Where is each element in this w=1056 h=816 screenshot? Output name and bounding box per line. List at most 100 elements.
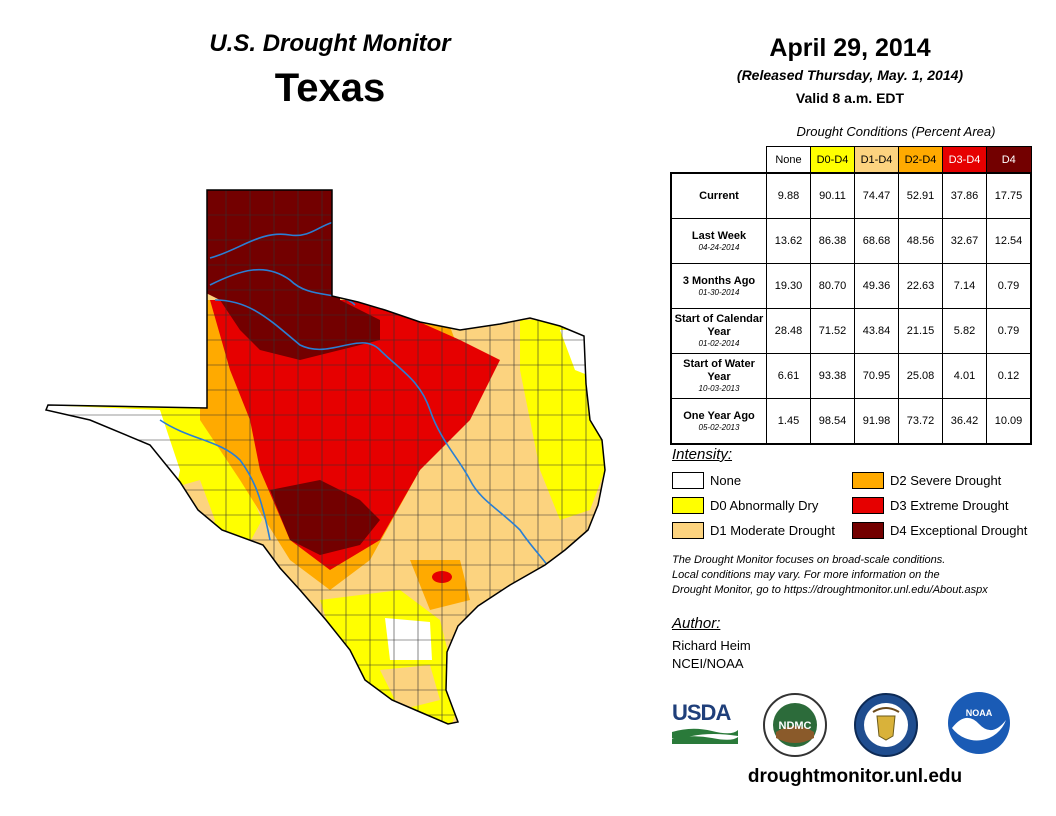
table-cell: 1.45 (766, 398, 811, 445)
table-row: Current 9.88 90.11 74.47 52.91 37.86 17.75 (670, 172, 1032, 219)
row-label: Last Week 04-24-2014 (670, 218, 767, 264)
table-cell: 71.52 (810, 308, 855, 354)
table-corner (671, 147, 767, 174)
footer-url-link[interactable]: droughtmonitor.unl.edu (747, 766, 963, 787)
row-date: 01-30-2014 (698, 287, 740, 297)
table-cell: 19.30 (766, 263, 811, 309)
legend-column-left: None D0 Abnormally Dry D1 Moderate Droug… (672, 469, 852, 541)
legend-swatch-d3 (852, 496, 884, 514)
legend-swatch-none (672, 471, 704, 489)
table-cell: 73.72 (898, 398, 943, 445)
d4-area-edwards (270, 480, 380, 555)
table-cell: 6.61 (766, 353, 811, 399)
d2-area-coastal (410, 560, 470, 610)
table-cell: 91.98 (854, 398, 899, 445)
table-cell: 4.01 (942, 353, 987, 399)
table-cell: 74.47 (854, 172, 899, 219)
table-cell: 48.56 (898, 218, 943, 264)
author-title: Author: (672, 615, 721, 632)
table-cell: 21.15 (898, 308, 943, 354)
map-supertitle: U.S. Drought Monitor (209, 30, 451, 57)
table-cell: 49.36 (854, 263, 899, 309)
table-cell: 7.14 (942, 263, 987, 309)
texas-drought-map (44, 189, 606, 725)
author-name: Richard Heim (672, 638, 751, 653)
row-label: One Year Ago 05-02-2013 (670, 398, 767, 445)
table-cell: 37.86 (942, 172, 987, 219)
table-body: Current 9.88 90.11 74.47 52.91 37.86 17.75 Last… (670, 172, 1032, 445)
table-row: 3 Months Ago 01-30-2014 19.30 80.70 49.36 22.… (670, 263, 1032, 309)
drought-conditions-table: None D0-D4 D1-D4 D2-D4 D3-D4 D4 Current 9… (670, 146, 1032, 445)
region-title: Texas (274, 66, 386, 110)
table-cell: 68.68 (854, 218, 899, 264)
table-row: Start of Water Year 10-03-2013 6.61 93.38 70… (670, 353, 1032, 399)
rivers (159, 221, 549, 567)
table-cell: 86.38 (810, 218, 855, 264)
row-label: 3 Months Ago 01-30-2014 (670, 263, 767, 309)
table-row: One Year Ago 05-02-2013 1.45 98.54 91.98 73.7… (670, 398, 1032, 445)
table-cell: 25.08 (898, 353, 943, 399)
d1-area-valley (380, 665, 440, 710)
row-date: 01-02-2014 (698, 339, 740, 348)
col-header-d2-d4: D2-D4 (898, 146, 943, 174)
row-date: 05-02-2013 (698, 422, 740, 432)
author-info: Richard Heim NCEI/NOAA (672, 637, 751, 673)
col-header-d0-d4: D0-D4 (810, 146, 855, 174)
legend-column-right: D2 Severe Drought D3 Extreme Drought D4 … (852, 469, 1042, 541)
table-cell: 0.79 (986, 308, 1032, 354)
legend-swatch-d4 (852, 521, 884, 539)
table-cell: 43.84 (854, 308, 899, 354)
legend-item-d3: D3 Extreme Drought (852, 494, 1042, 516)
table-cell: 93.38 (810, 353, 855, 399)
map-date: April 29, 2014 (769, 34, 931, 62)
legend-item-d4: D4 Exceptional Drought (852, 519, 1042, 541)
col-header-d1-d4: D1-D4 (854, 146, 899, 174)
none-area-south (385, 618, 432, 660)
table-cell: 98.54 (810, 398, 855, 445)
table-cell: 80.70 (810, 263, 855, 309)
svg-text:NOAA: NOAA (966, 708, 993, 718)
disclaimer-note: The Drought Monitor focuses on broad-sca… (672, 554, 988, 596)
table-cell: 12.54 (986, 218, 1032, 264)
legend-title: Intensity: (672, 446, 733, 463)
texas-outline (44, 189, 606, 725)
table-cell: 13.62 (766, 218, 811, 264)
legend-item-none: None (672, 469, 852, 491)
table-cell: 28.48 (766, 308, 811, 354)
commerce-seal-logo (854, 693, 918, 757)
row-label: Current (670, 172, 767, 219)
col-header-d4: D4 (986, 146, 1032, 174)
row-date: 04-24-2014 (698, 242, 740, 252)
legend-swatch-d1 (672, 521, 704, 539)
legend-swatch-d2 (852, 471, 884, 489)
legend-item-d2: D2 Severe Drought (852, 469, 1042, 491)
table-cell: 90.11 (810, 172, 855, 219)
table-cell: 10.09 (986, 398, 1032, 445)
table-row: Last Week 04-24-2014 13.62 86.38 68.68 48.56 3… (670, 218, 1032, 264)
col-header-none: None (766, 146, 811, 174)
col-header-d3-d4: D3-D4 (942, 146, 987, 174)
table-cell: 22.63 (898, 263, 943, 309)
table-cell: 17.75 (986, 172, 1032, 219)
table-cell: 32.67 (942, 218, 987, 264)
noaa-logo: NOAA (948, 692, 1010, 754)
table-cell: 0.79 (986, 263, 1032, 309)
valid-time: Valid 8 a.m. EDT (795, 90, 905, 106)
legend-swatch-d0 (672, 496, 704, 514)
table-header-row: None D0-D4 D1-D4 D2-D4 D3-D4 D4 (671, 146, 1032, 174)
table-cell: 5.82 (942, 308, 987, 354)
table-cell: 36.42 (942, 398, 987, 445)
legend-item-d1: D1 Moderate Drought (672, 519, 852, 541)
table-cell: 52.91 (898, 172, 943, 219)
table-cell: 0.12 (986, 353, 1032, 399)
table-row: Start of Calendar Year 01-02-2014 28.48 71.… (670, 308, 1032, 354)
usda-hills-icon (672, 728, 738, 744)
legend-item-d0: D0 Abnormally Dry (672, 494, 852, 516)
row-label: Start of Calendar Year 01-02-2014 (670, 308, 767, 354)
none-area-west (46, 405, 180, 520)
usda-logo: USDA (672, 700, 738, 750)
table-cell: 70.95 (854, 353, 899, 399)
row-label: Start of Water Year 10-03-2013 (670, 353, 767, 399)
row-date: 10-03-2013 (698, 384, 740, 393)
ndmc-logo: NDMC (763, 693, 827, 757)
